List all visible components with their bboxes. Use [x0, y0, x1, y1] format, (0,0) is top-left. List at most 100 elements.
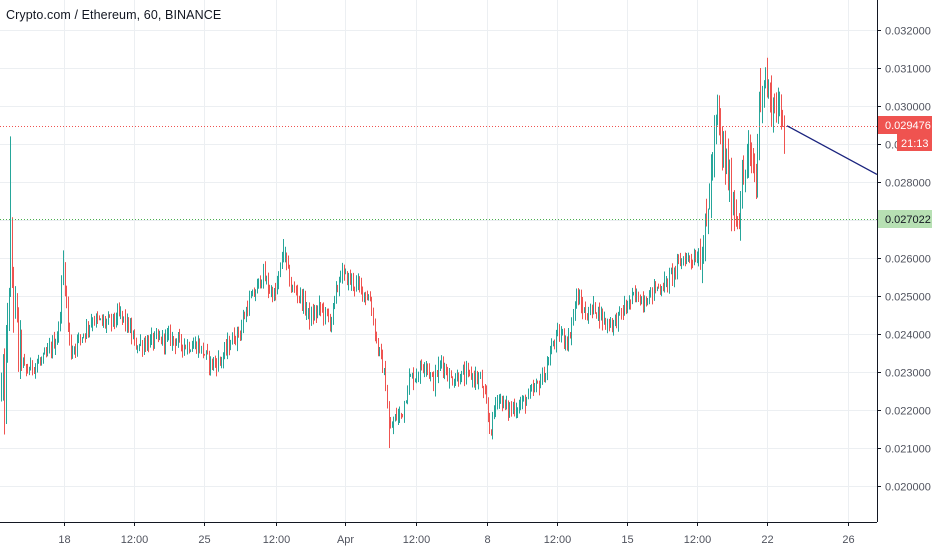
candle-body	[420, 364, 421, 376]
candle-body	[289, 266, 290, 285]
candle-body	[192, 348, 193, 351]
candle-body	[457, 374, 458, 380]
candle-body	[514, 406, 515, 414]
candle-body	[82, 337, 83, 339]
candle-body	[447, 373, 448, 381]
candle-body	[726, 157, 727, 169]
candle-body	[681, 259, 682, 266]
candle-body	[254, 290, 255, 297]
candle-body	[689, 256, 690, 260]
candle-body	[9, 293, 10, 309]
candle-body	[623, 311, 624, 315]
candle-body	[454, 383, 455, 385]
candle-body	[66, 291, 67, 303]
x-tick-label: 12:00	[684, 534, 712, 546]
candle-body	[44, 352, 45, 355]
time-axis[interactable]: 18 12:00 25 12:00 Apr 12:00 8 12:00 15 12:00 22 26	[58, 522, 855, 546]
candle-body	[159, 337, 160, 339]
horizontal-lines	[0, 126, 877, 220]
candle-body	[706, 217, 707, 219]
candle-body	[251, 296, 252, 298]
candle-body	[109, 316, 110, 318]
candle-body	[223, 355, 224, 362]
candle-body	[361, 284, 362, 287]
candle-body	[336, 287, 337, 297]
candle-body	[165, 334, 166, 346]
candle-body	[182, 344, 183, 351]
candle-body	[220, 357, 221, 362]
candle-body	[449, 373, 450, 381]
candle-body	[550, 353, 551, 363]
candle-body	[350, 275, 351, 283]
candle-body	[201, 345, 202, 352]
candle-body	[717, 111, 718, 123]
candle-body	[294, 286, 295, 290]
candle-body	[700, 256, 701, 269]
candle-body	[272, 289, 273, 300]
candle-body	[410, 375, 411, 377]
candle-body	[607, 321, 608, 326]
candle-body	[477, 374, 478, 381]
candle-body	[658, 286, 659, 288]
candle-body	[437, 371, 438, 376]
candle-body	[128, 318, 129, 331]
candle-body	[77, 338, 78, 350]
candle-body	[393, 421, 394, 427]
candle-body	[314, 311, 315, 319]
chart-title: Crypto.com / Ethereum, 60, BINANCE	[6, 8, 222, 22]
candle-body	[286, 252, 287, 263]
candle-body	[330, 318, 331, 328]
candle-body	[144, 343, 145, 350]
candle-body	[401, 413, 402, 415]
candle-body	[85, 334, 86, 336]
candle-body	[615, 317, 616, 321]
candle-body	[747, 156, 748, 172]
candle-body	[154, 334, 155, 345]
candle-body	[35, 365, 36, 372]
candle-body	[258, 278, 259, 284]
candle-body	[719, 111, 720, 123]
candle-body	[764, 83, 765, 92]
candle-body	[519, 404, 520, 411]
candle-body	[743, 176, 744, 178]
candle-body	[351, 278, 352, 283]
candle-body	[170, 331, 171, 343]
x-tick-label: 26	[842, 534, 854, 546]
candle-body	[509, 406, 510, 414]
candle-body	[378, 340, 379, 351]
candle-body	[41, 359, 42, 362]
candle-body	[654, 285, 655, 297]
candle-body	[234, 334, 235, 343]
candle-body	[368, 297, 369, 300]
candle-body	[111, 317, 112, 324]
candle-body	[728, 157, 729, 187]
candle-body	[705, 217, 706, 245]
candle-body	[544, 371, 545, 382]
candle-body	[263, 269, 264, 281]
y-tick-label: 0.032000	[885, 26, 931, 38]
candle-body	[678, 260, 679, 262]
candle-body	[226, 346, 227, 351]
candle-body	[475, 374, 476, 383]
candle-body	[309, 308, 310, 323]
trend-line[interactable]	[786, 125, 878, 175]
candle-body	[660, 287, 661, 291]
candle-body	[657, 286, 658, 290]
candle-body	[540, 381, 541, 388]
candle-body	[636, 292, 637, 296]
candle-body	[299, 296, 300, 298]
candle-body	[148, 340, 149, 348]
candle-body	[319, 303, 320, 309]
candle-body	[418, 375, 419, 377]
candle-body	[441, 361, 442, 363]
candle-body	[751, 151, 752, 162]
price-axis[interactable]: 0.0320000.0310000.0300000.0290000.028000…	[877, 26, 931, 494]
candle-body	[413, 374, 414, 383]
candle-body	[590, 306, 591, 315]
candle-body	[677, 260, 678, 271]
candle-body	[688, 256, 689, 258]
candle-body	[733, 210, 734, 214]
candle-body	[647, 303, 648, 306]
